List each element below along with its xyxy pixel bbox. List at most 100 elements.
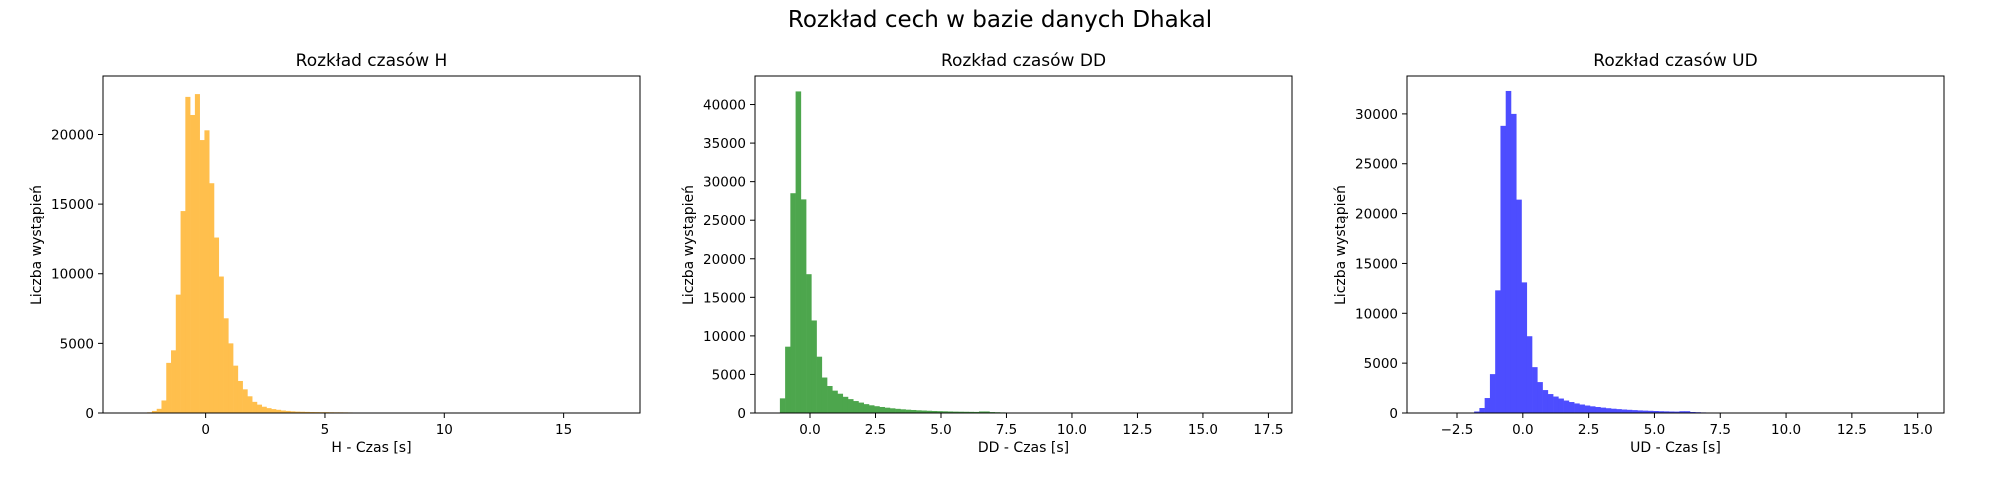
y-tick-label: 0 xyxy=(85,406,94,422)
histogram-bar xyxy=(299,411,305,413)
histogram-bar xyxy=(937,411,943,413)
histogram-bar xyxy=(290,411,296,413)
histogram-bar xyxy=(1553,396,1559,413)
y-tick-label: 5000 xyxy=(60,336,94,352)
y-tick-label: 30000 xyxy=(1355,107,1398,123)
y-tick-label: 5000 xyxy=(1364,356,1398,372)
histogram-bar xyxy=(1589,406,1596,413)
histogram-bar xyxy=(816,356,823,413)
histogram-bar xyxy=(166,362,172,413)
histogram-bar xyxy=(1568,402,1575,413)
histogram-bar xyxy=(190,114,196,414)
histogram-bar xyxy=(973,411,980,413)
x-tick-label: 0.0 xyxy=(1512,422,1533,438)
histogram-bar xyxy=(1510,113,1517,413)
histogram-bar xyxy=(1558,398,1564,413)
histogram-bar xyxy=(879,406,885,413)
histogram-bar xyxy=(1647,410,1654,413)
histogram-bar xyxy=(228,343,234,413)
histogram-bar xyxy=(874,406,880,413)
histogram-bar xyxy=(947,411,954,413)
histogram-bar xyxy=(242,389,248,413)
histogram-bar xyxy=(978,411,985,413)
histogram-bar xyxy=(968,411,975,413)
histogram-bar xyxy=(223,318,229,413)
x-tick-label: 0 xyxy=(201,422,210,438)
y-tick-label: 30000 xyxy=(703,175,746,191)
histogram-bar xyxy=(1500,125,1507,413)
histogram-bars xyxy=(1468,90,1717,414)
y-axis-label: Liczba wystąpień xyxy=(29,185,45,305)
histogram-bar xyxy=(161,400,167,413)
histogram-bar xyxy=(199,140,205,413)
histogram-bar xyxy=(1653,411,1659,413)
y-tick-label: 10000 xyxy=(703,329,746,345)
histogram-bar xyxy=(1479,408,1485,413)
histogram-bar xyxy=(1626,409,1633,413)
x-tick-label: 7.5 xyxy=(996,422,1017,438)
histogram-bar xyxy=(247,396,253,413)
axis-ticks: 0.0 2.5 5.0 7.5 10.0 12.5 15.0 17.5 0 5000 10000 15… xyxy=(703,98,1283,438)
histogram-bar xyxy=(252,401,258,413)
histogram-bar xyxy=(900,409,906,413)
histogram-bar xyxy=(1474,411,1480,413)
y-tick-label: 20000 xyxy=(51,127,94,143)
histogram-bar xyxy=(952,411,959,413)
x-tick-label: 5.0 xyxy=(1644,422,1665,438)
histogram-bar xyxy=(1605,408,1612,413)
y-tick-label: 40000 xyxy=(703,98,746,114)
histogram-bar xyxy=(295,411,301,413)
histogram-bar xyxy=(1532,367,1538,413)
x-tick-label: 7.5 xyxy=(1710,422,1731,438)
histogram-bar xyxy=(276,409,282,413)
histogram-bar xyxy=(209,183,215,413)
histogram-bar xyxy=(175,294,181,413)
histogram-bar xyxy=(942,411,948,413)
histogram-bar xyxy=(185,96,191,413)
histogram-bar xyxy=(1621,409,1628,413)
x-tick-label: 5.0 xyxy=(930,422,951,438)
histogram-bar xyxy=(884,407,891,413)
histogram-bar xyxy=(180,211,186,413)
x-tick-label: 2.5 xyxy=(865,422,886,438)
y-tick-label: 5000 xyxy=(712,367,746,383)
plot-frame xyxy=(102,75,641,414)
histogram-bar xyxy=(1595,407,1601,413)
histogram-bar xyxy=(261,406,267,413)
histogram-bar xyxy=(905,409,912,413)
histogram-bar xyxy=(958,411,964,413)
histogram-bar xyxy=(963,411,969,413)
histogram-bar xyxy=(1658,411,1664,413)
x-tick-label: 10 xyxy=(436,422,453,438)
y-axis-label: Liczba wystąpień xyxy=(681,185,697,305)
y-tick-label: 0 xyxy=(1389,406,1398,422)
figure-title: Rozkład cech w bazie danych Dhakal xyxy=(788,7,1212,33)
histogram-bar xyxy=(1495,290,1501,413)
histogram-bar xyxy=(842,396,849,413)
histogram-bar xyxy=(1663,411,1670,413)
y-tick-label: 10000 xyxy=(51,267,94,283)
x-tick-label: 12.5 xyxy=(1837,422,1867,438)
y-tick-label: 0 xyxy=(737,406,746,422)
y-tick-label: 25000 xyxy=(1355,157,1398,173)
histogram-bar xyxy=(821,377,828,413)
plot-frame xyxy=(754,75,1293,414)
histogram-bar xyxy=(237,380,243,413)
histogram-bar xyxy=(785,346,791,413)
histogram-bar xyxy=(1674,411,1680,413)
histogram-bar xyxy=(916,410,922,413)
panel-title: Rozkład czasów UD xyxy=(1593,51,1757,71)
histogram-bar xyxy=(151,410,157,413)
histogram-bar xyxy=(910,409,917,413)
y-tick-label: 20000 xyxy=(703,252,746,268)
histogram-bar xyxy=(853,401,859,413)
x-axis-label: H - Czas [s] xyxy=(331,440,411,456)
histogram-bar xyxy=(984,411,990,413)
histogram-bar xyxy=(304,411,310,413)
histogram-bar xyxy=(1616,409,1622,413)
x-tick-label: 0.0 xyxy=(799,422,820,438)
histogram-bar xyxy=(790,193,796,413)
histogram-bar xyxy=(1684,411,1691,413)
histogram-bar xyxy=(1563,400,1570,413)
